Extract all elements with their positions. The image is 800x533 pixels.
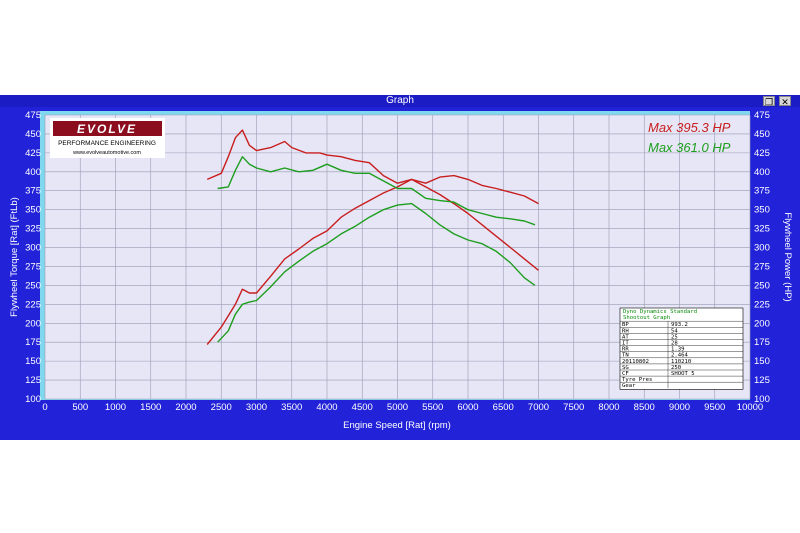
y-tick-label-right: 325 bbox=[754, 224, 770, 235]
y-tick-label-right: 200 bbox=[754, 318, 770, 329]
x-tick-label: 5000 bbox=[387, 402, 408, 413]
x-tick-label: 7000 bbox=[528, 402, 549, 413]
x-tick-label: 0 bbox=[42, 402, 47, 413]
info-table-value: 28 bbox=[671, 341, 678, 347]
x-tick-label: 4000 bbox=[316, 402, 337, 413]
y-tick-label-left: 400 bbox=[25, 167, 41, 178]
y-tick-label-left: 350 bbox=[25, 205, 41, 216]
y-tick-label-right: 100 bbox=[754, 394, 770, 405]
y-tick-label-left: 425 bbox=[25, 148, 41, 159]
y-tick-label-left: 475 bbox=[25, 110, 41, 121]
y-tick-label-left: 175 bbox=[25, 337, 41, 348]
y-tick-label-right: 350 bbox=[754, 205, 770, 216]
y-tick-label-left: 150 bbox=[25, 356, 41, 367]
y-axis-right-label: Flywheel Power (HP) bbox=[782, 212, 793, 301]
y-tick-label-right: 275 bbox=[754, 261, 770, 272]
y-tick-label-right: 250 bbox=[754, 280, 770, 291]
series-line-red-torque bbox=[206, 129, 539, 205]
info-table-key: TN bbox=[622, 353, 629, 359]
y-axis-left-ticks: 100 125 150 175 200 225 250 275 300 325 350 375 400 4… bbox=[25, 110, 41, 405]
x-tick-label: 1500 bbox=[140, 402, 161, 413]
logo-subtitle: PERFORMANCE ENGINEERING bbox=[58, 140, 156, 147]
info-table-key: RH bbox=[622, 328, 629, 334]
x-tick-label: 8500 bbox=[634, 402, 655, 413]
info-table-key: BP bbox=[622, 322, 629, 328]
y-tick-label-left: 375 bbox=[25, 186, 41, 197]
info-table-value: SHOOT 5 bbox=[671, 371, 695, 377]
y-axis-left-label: Flywheel Torque [Rat] (FtLb) bbox=[9, 197, 20, 317]
logo-url: www.evolveautomotive.com bbox=[72, 150, 141, 156]
max-hp-green: Max 361.0 HP bbox=[648, 140, 731, 155]
y-tick-label-left: 250 bbox=[25, 280, 41, 291]
evolve-logo: EVOLVE PERFORMANCE ENGINEERING www.evolv… bbox=[50, 118, 165, 158]
y-tick-label-left: 225 bbox=[25, 299, 41, 310]
y-tick-label-left: 125 bbox=[25, 375, 41, 386]
logo-brand: EVOLVE bbox=[77, 122, 137, 136]
y-tick-label-right: 125 bbox=[754, 375, 770, 386]
x-tick-label: 9500 bbox=[704, 402, 725, 413]
x-tick-label: 6500 bbox=[493, 402, 514, 413]
graph-window: Graph ❐ ✕ 0 500 1000 1500 2000 2500 3000 3500 40… bbox=[0, 95, 800, 440]
x-tick-label: 1000 bbox=[105, 402, 126, 413]
x-tick-label: 4500 bbox=[352, 402, 373, 413]
y-tick-label-right: 150 bbox=[754, 356, 770, 367]
y-tick-label-left: 200 bbox=[25, 318, 41, 329]
x-tick-label: 3000 bbox=[246, 402, 267, 413]
close-icon[interactable]: ✕ bbox=[779, 96, 791, 107]
max-hp-red: Max 395.3 HP bbox=[648, 120, 731, 135]
y-tick-label-left: 325 bbox=[25, 224, 41, 235]
info-table-value: 110210 bbox=[671, 359, 691, 365]
x-tick-label: 6000 bbox=[457, 402, 478, 413]
y-tick-label-right: 400 bbox=[754, 167, 770, 178]
x-tick-label: 2500 bbox=[211, 402, 232, 413]
info-table-value: 250 bbox=[671, 365, 681, 371]
info-table-value: 993.2 bbox=[671, 322, 688, 328]
y-tick-label-left: 300 bbox=[25, 243, 41, 254]
window-titlebar[interactable]: Graph ❐ ✕ bbox=[0, 95, 800, 107]
y-tick-label-right: 225 bbox=[754, 299, 770, 310]
y-axis-right-ticks: 100 125 150 175 200 225 250 275 300 325 350 375 400 4… bbox=[754, 110, 770, 405]
info-table-key: Gear bbox=[622, 383, 636, 389]
y-tick-label-right: 475 bbox=[754, 110, 770, 121]
x-tick-label: 8000 bbox=[598, 402, 619, 413]
y-tick-label-left: 100 bbox=[25, 394, 41, 405]
y-tick-label-left: 275 bbox=[25, 261, 41, 272]
series-line-green-torque bbox=[217, 156, 536, 226]
info-table-key: SG bbox=[622, 365, 629, 371]
y-tick-label-right: 425 bbox=[754, 148, 770, 159]
x-tick-label: 9000 bbox=[669, 402, 690, 413]
y-tick-label-right: 375 bbox=[754, 186, 770, 197]
series-line-red-power bbox=[206, 178, 539, 345]
info-table-key: IT bbox=[622, 341, 629, 347]
info-table-subtitle: Shootout Graph bbox=[623, 315, 670, 321]
y-tick-label-right: 450 bbox=[754, 129, 770, 140]
info-table-key: Tyre Pres bbox=[622, 377, 652, 383]
y-tick-label-left: 450 bbox=[25, 129, 41, 140]
x-tick-label: 3500 bbox=[281, 402, 302, 413]
x-tick-label: 7500 bbox=[563, 402, 584, 413]
x-tick-label: 500 bbox=[72, 402, 88, 413]
info-table-title: Dyno Dynamics Standard bbox=[623, 309, 697, 315]
window-title: Graph bbox=[386, 95, 414, 106]
series-group bbox=[206, 129, 539, 345]
restore-icon[interactable]: ❐ bbox=[763, 96, 775, 107]
info-table-key: RR bbox=[622, 347, 629, 353]
x-axis-ticks: 0 500 1000 1500 2000 2500 3000 3500 4000 4500 5000… bbox=[42, 402, 763, 413]
info-table-value: 1.39 bbox=[671, 347, 684, 353]
info-table-value: 54 bbox=[671, 328, 678, 334]
x-tick-label: 5500 bbox=[422, 402, 443, 413]
x-tick-label: 10000 bbox=[737, 402, 763, 413]
info-table-value: 2.464 bbox=[671, 353, 688, 359]
dyno-chart: 0 500 1000 1500 2000 2500 3000 3500 4000 4500 5000… bbox=[9, 110, 793, 431]
series-line-green-power bbox=[217, 202, 536, 343]
x-axis-label: Engine Speed [Rat] (rpm) bbox=[343, 420, 451, 431]
x-tick-label: 2000 bbox=[175, 402, 196, 413]
info-table-key: CF bbox=[622, 371, 629, 377]
info-table-value: 25 bbox=[671, 334, 678, 340]
y-tick-label-right: 175 bbox=[754, 337, 770, 348]
info-table-key: AT bbox=[622, 334, 629, 340]
info-table-key: 20110802 bbox=[622, 359, 649, 365]
y-tick-label-right: 300 bbox=[754, 243, 770, 254]
